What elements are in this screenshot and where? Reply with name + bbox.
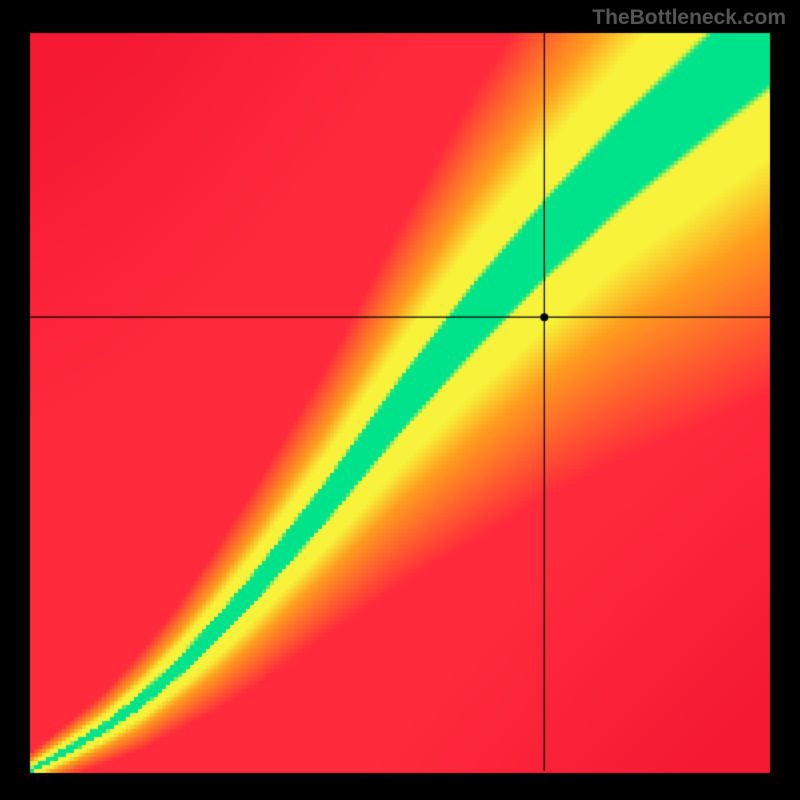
watermark-text: TheBottleneck.com: [592, 6, 786, 30]
heatmap-canvas: [0, 0, 800, 800]
chart-container: TheBottleneck.com: [0, 0, 800, 800]
